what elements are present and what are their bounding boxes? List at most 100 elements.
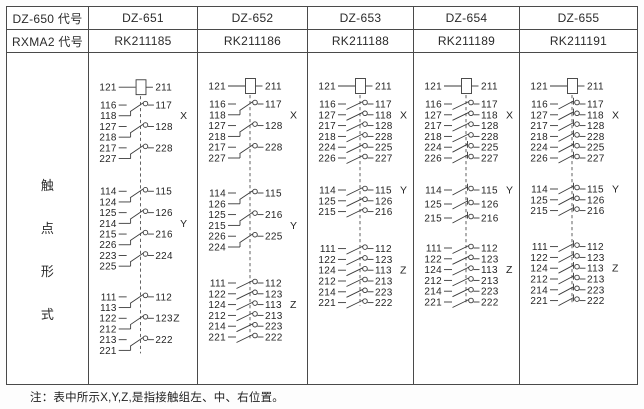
svg-text:217: 217	[208, 143, 226, 154]
header-rk211185: RK211185	[89, 30, 198, 52]
svg-text:218: 218	[208, 132, 226, 143]
svg-text:228: 228	[587, 132, 605, 143]
svg-text:123: 123	[587, 253, 605, 264]
svg-text:121: 121	[530, 82, 548, 93]
svg-text:215: 215	[530, 206, 548, 217]
svg-text:Z: Z	[290, 299, 297, 311]
svg-text:117: 117	[155, 101, 172, 112]
svg-text:116: 116	[319, 100, 336, 111]
row-label-char: 式	[40, 307, 55, 322]
svg-text:114: 114	[531, 185, 548, 196]
svg-text:118: 118	[209, 110, 226, 121]
svg-text:228: 228	[265, 143, 283, 154]
svg-text:228: 228	[375, 132, 393, 143]
svg-text:116: 116	[209, 100, 226, 111]
contact-diagram-dz654: 121 211 116 117 127 118 217 128 218 228 224 225 226 2…	[424, 78, 513, 309]
svg-text:127: 127	[208, 121, 226, 132]
svg-text:121: 121	[424, 82, 442, 93]
svg-text:226: 226	[99, 240, 117, 251]
svg-text:223: 223	[481, 287, 499, 298]
diagram-cell-dz654: 121 211 116 117 127 118 217 128 218 228 224 225 226 2…	[414, 53, 520, 384]
svg-text:223: 223	[265, 322, 283, 333]
header-rk211189: RK211189	[414, 30, 520, 52]
svg-text:218: 218	[318, 132, 336, 143]
svg-text:124: 124	[318, 266, 336, 277]
svg-text:213: 213	[265, 311, 283, 322]
svg-text:113: 113	[481, 265, 498, 276]
header-rk211188: RK211188	[308, 30, 414, 52]
svg-text:118: 118	[375, 110, 392, 121]
svg-text:222: 222	[155, 335, 172, 346]
svg-text:116: 116	[425, 100, 442, 111]
svg-text:114: 114	[100, 187, 117, 198]
svg-text:111: 111	[101, 292, 117, 303]
svg-text:216: 216	[265, 210, 283, 221]
header-dz651: DZ-651	[89, 7, 198, 29]
footnote: 注：表中所示X,Y,Z,是指接触组左、中、右位置。	[30, 392, 284, 404]
svg-text:126: 126	[375, 196, 393, 207]
svg-text:227: 227	[481, 154, 499, 165]
svg-text:124: 124	[208, 300, 226, 311]
contact-configuration-table: DZ-650 代号 DZ-651 DZ-652 DZ-653 DZ-654 DZ…	[6, 6, 638, 385]
svg-text:125: 125	[99, 208, 117, 219]
svg-text:Y: Y	[290, 220, 297, 232]
svg-text:217: 217	[318, 121, 336, 132]
svg-text:125: 125	[424, 200, 442, 211]
svg-text:121: 121	[318, 82, 336, 93]
svg-text:114: 114	[425, 186, 442, 197]
svg-text:221: 221	[424, 298, 442, 309]
svg-text:218: 218	[424, 132, 442, 143]
svg-text:Z: Z	[506, 264, 513, 276]
svg-text:118: 118	[481, 110, 498, 121]
svg-text:124: 124	[99, 197, 117, 208]
svg-text:128: 128	[375, 121, 393, 132]
row-label-char: 形	[40, 264, 55, 279]
svg-text:111: 111	[426, 244, 442, 255]
svg-text:115: 115	[155, 187, 172, 198]
svg-text:125: 125	[318, 196, 336, 207]
svg-text:X: X	[290, 109, 297, 121]
svg-text:113: 113	[375, 266, 392, 277]
diagram-cell-dz652: 121 211 116 118 117 127 218 128 217 227 228 X 114 126…	[198, 53, 308, 384]
svg-text:113: 113	[265, 300, 282, 311]
svg-text:211: 211	[265, 82, 282, 93]
svg-text:128: 128	[587, 121, 605, 132]
svg-text:221: 221	[530, 296, 548, 307]
svg-text:228: 228	[481, 132, 499, 143]
svg-text:X: X	[506, 109, 513, 121]
svg-text:215: 215	[424, 214, 442, 225]
svg-text:213: 213	[375, 277, 393, 288]
svg-text:213: 213	[481, 276, 499, 287]
svg-text:117: 117	[265, 100, 282, 111]
svg-text:122: 122	[424, 254, 442, 265]
svg-text:212: 212	[530, 275, 548, 286]
svg-text:126: 126	[481, 200, 499, 211]
svg-text:111: 111	[532, 242, 548, 253]
header-dz655: DZ-655	[557, 11, 600, 25]
svg-text:114: 114	[319, 186, 336, 197]
svg-text:127: 127	[424, 110, 442, 121]
svg-text:125: 125	[530, 195, 548, 206]
svg-text:128: 128	[481, 121, 499, 132]
svg-text:225: 225	[587, 143, 605, 154]
svg-text:218: 218	[530, 132, 548, 143]
svg-text:121: 121	[99, 83, 117, 94]
svg-text:123: 123	[265, 289, 283, 300]
svg-text:227: 227	[208, 154, 226, 165]
svg-text:X: X	[612, 109, 619, 121]
contact-form-row: 触 点 形 式 121 211 116 118 117 127 218 128 217 227 22…	[7, 53, 637, 384]
svg-text:211: 211	[587, 82, 604, 93]
svg-text:214: 214	[318, 287, 336, 298]
svg-text:112: 112	[155, 292, 172, 303]
svg-text:128: 128	[155, 122, 173, 133]
svg-text:216: 216	[587, 206, 605, 217]
svg-text:124: 124	[424, 265, 442, 276]
svg-text:214: 214	[530, 285, 548, 296]
svg-text:122: 122	[530, 253, 548, 264]
svg-text:125: 125	[208, 210, 226, 221]
svg-text:211: 211	[481, 82, 498, 93]
svg-text:212: 212	[208, 311, 226, 322]
